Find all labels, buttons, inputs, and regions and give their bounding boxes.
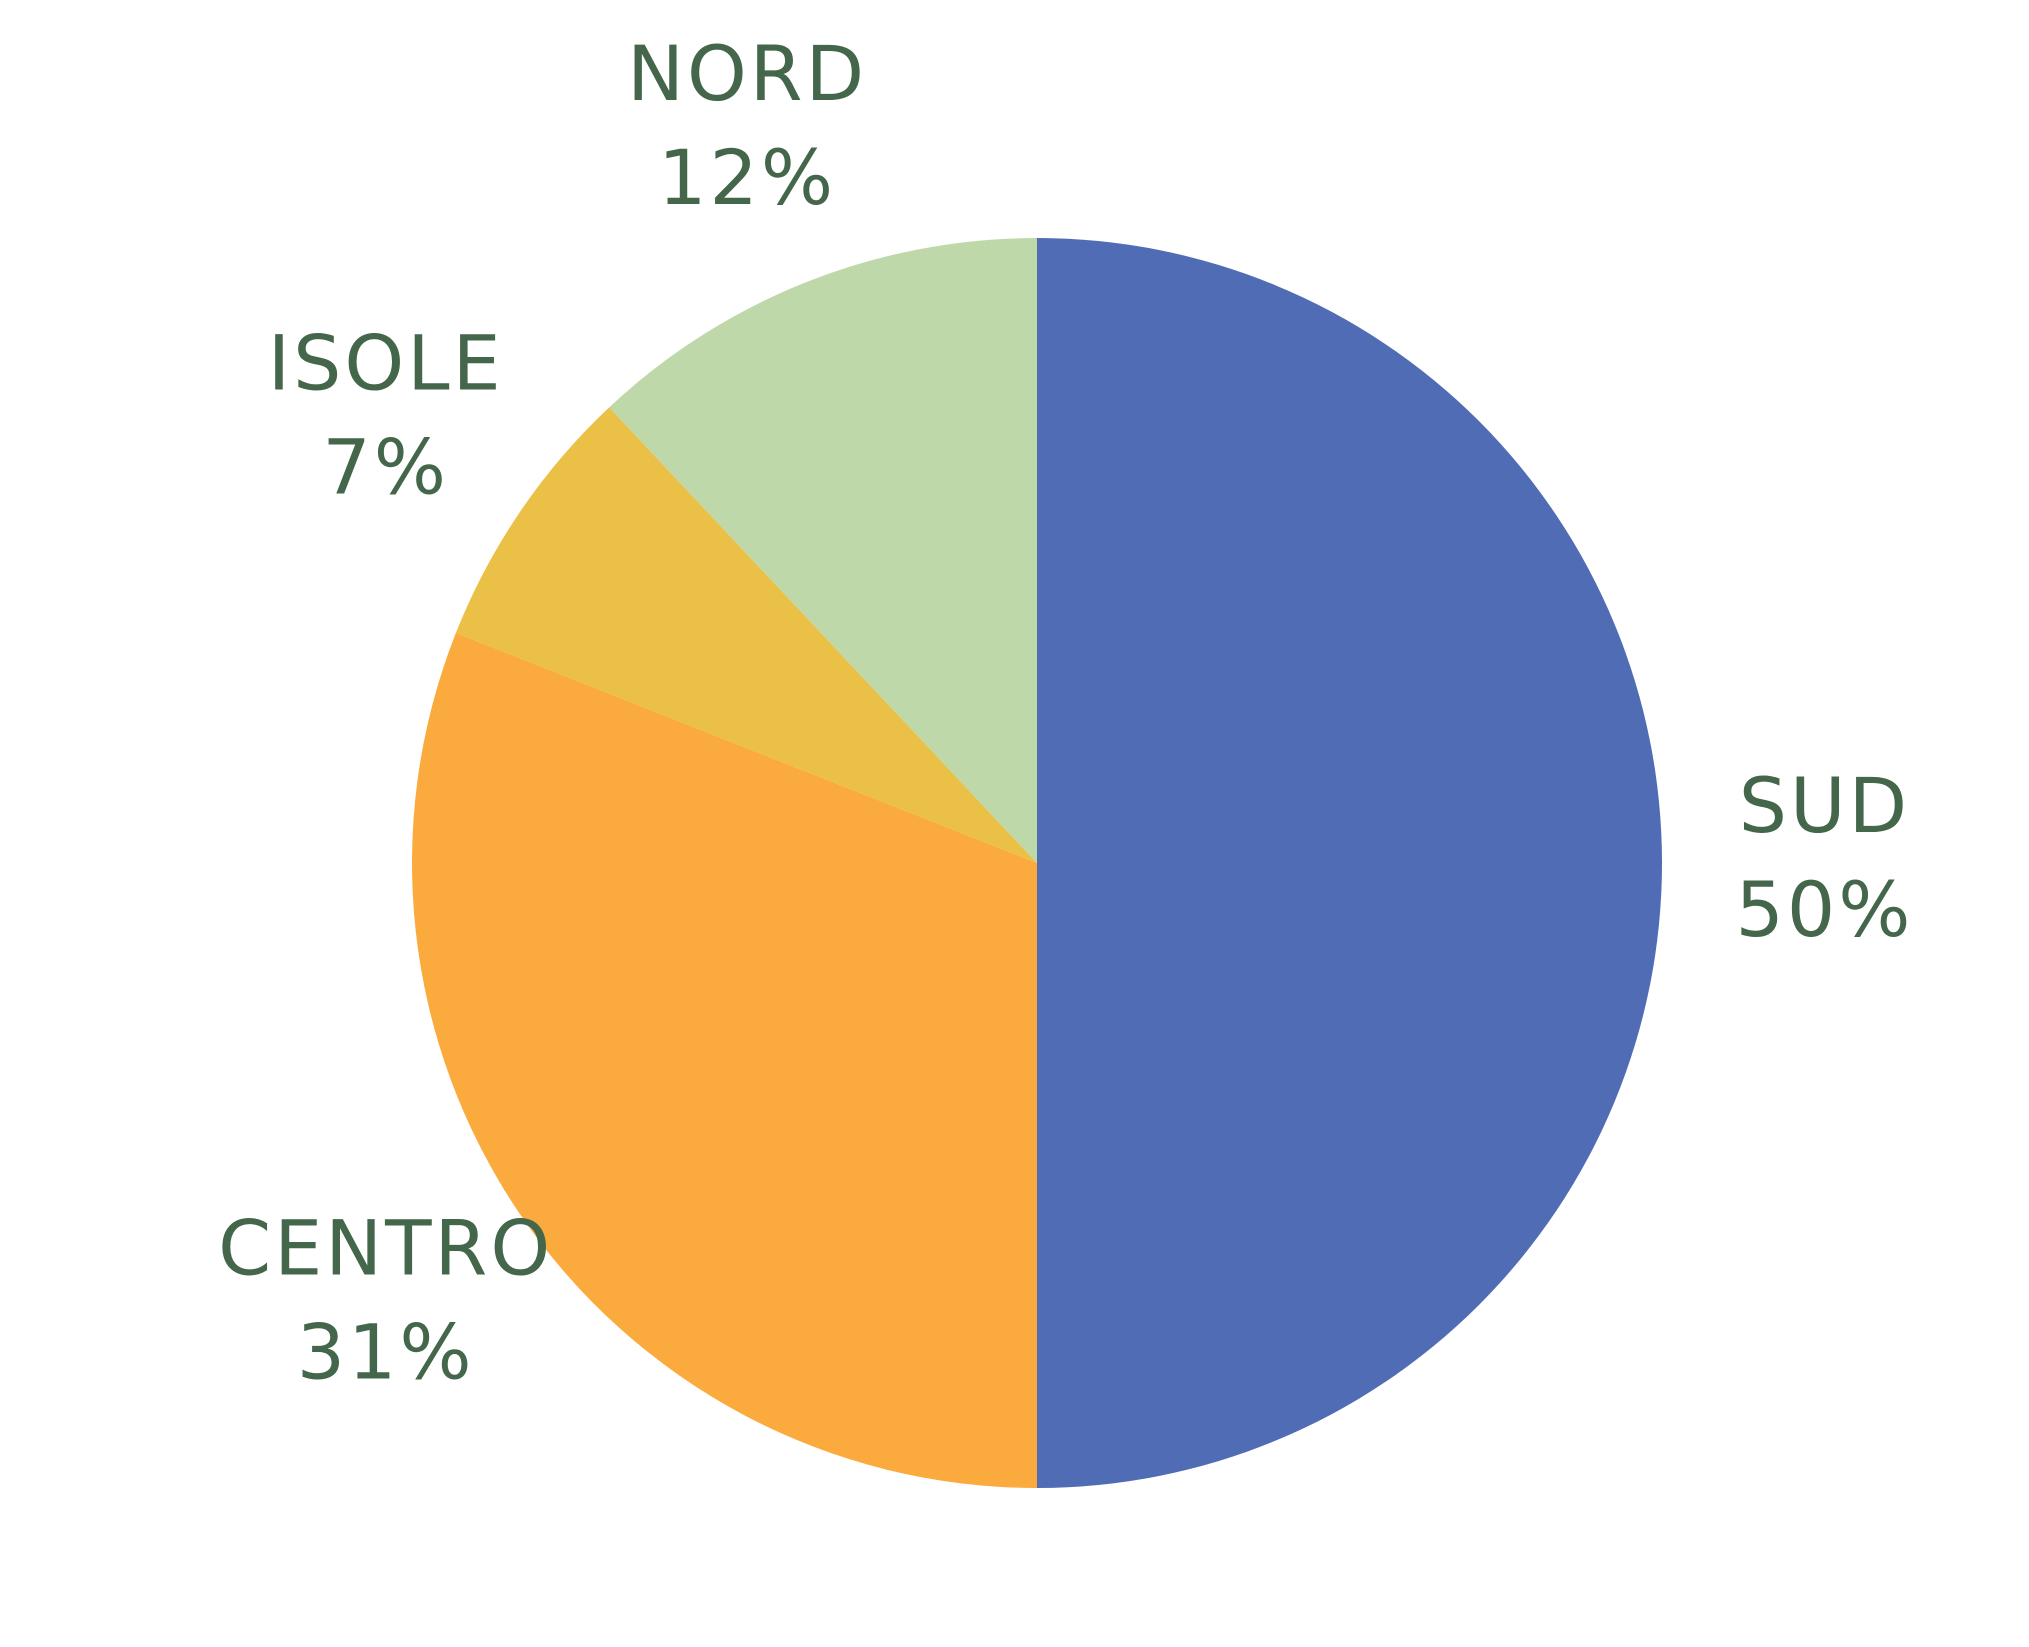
pie-slice <box>609 238 1037 863</box>
pie-slice <box>411 632 1037 1488</box>
slice-category-label: SUD <box>1739 761 1910 850</box>
slice-category-label: CENTRO <box>218 1204 553 1293</box>
slice-category-label: ISOLE <box>268 318 504 407</box>
slice-value-label: 12% <box>658 133 836 222</box>
pie-slice <box>1037 238 1662 1488</box>
slice-value-label: 7% <box>322 422 449 511</box>
slice-value-label: 31% <box>297 1308 475 1397</box>
pie-slice <box>455 407 1037 863</box>
slice-category-label: NORD <box>627 29 867 118</box>
slice-value-label: 50% <box>1736 865 1914 954</box>
